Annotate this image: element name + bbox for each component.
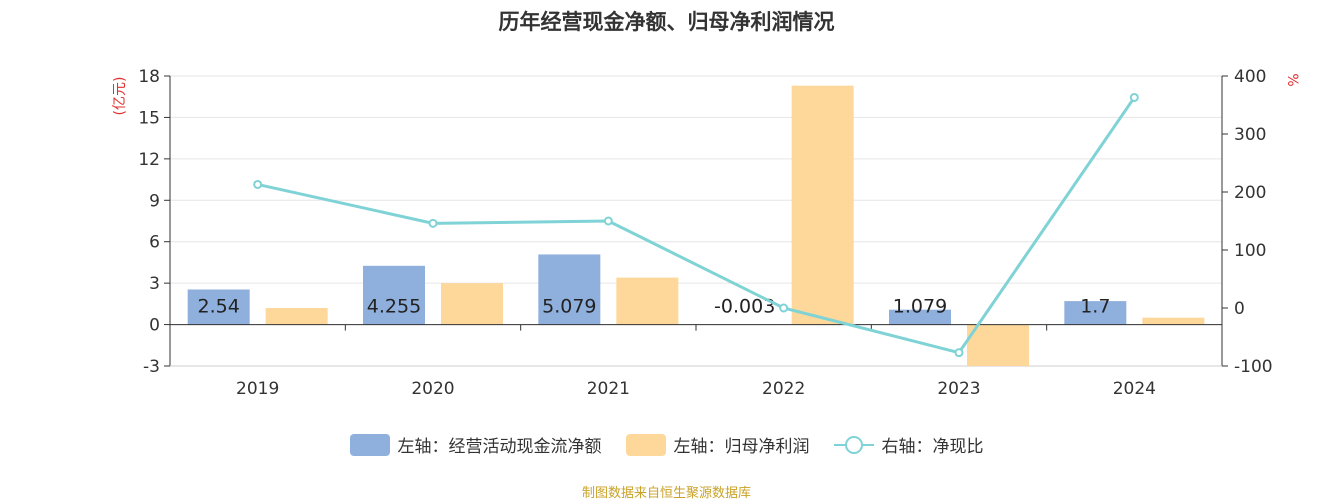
legend: 左轴：经营活动现金流净额 左轴：归母净利润 右轴：净现比 (0, 432, 1333, 457)
legend-label-cashflow: 左轴：经营活动现金流净额 (397, 437, 602, 457)
bar-profit-2020 (441, 283, 503, 325)
right-axis-label: % (1284, 73, 1300, 86)
data-label-cashflow-2021: 5.079 (542, 296, 596, 318)
right-tick-label-5: 400 (1234, 67, 1266, 87)
point-ratio-2022 (779, 303, 789, 313)
category-label-0: 2019 (236, 379, 279, 399)
legend-label-ratio: 右轴：净现比 (881, 437, 984, 457)
left-tick-label-3: 6 (149, 233, 160, 253)
data-label-cashflow-2020: 4.255 (367, 296, 421, 318)
category-label-5: 2024 (1113, 379, 1156, 399)
category-label-4: 2023 (937, 379, 980, 399)
left-tick-label-5: 12 (138, 150, 160, 170)
right-tick-label-2: 100 (1234, 241, 1266, 261)
source-note: 制图数据来自恒生聚源数据库 (581, 486, 751, 501)
left-axis-label: (亿元) (112, 77, 128, 116)
left-tick-label-7: 18 (138, 67, 160, 87)
legend-item-profit[interactable]: 左轴：归母净利润 (625, 432, 810, 457)
left-tick-label-0: -3 (143, 357, 160, 377)
legend-label-profit: 左轴：归母净利润 (673, 437, 810, 457)
bar-profit-2022 (791, 85, 854, 325)
data-label-cashflow-2019: 2.54 (198, 296, 240, 318)
legend-swatch-profit (625, 433, 666, 456)
left-tick-label-6: 15 (138, 108, 160, 128)
left-tick-label-2: 3 (149, 274, 160, 294)
right-tick-label-0: -100 (1234, 357, 1273, 377)
line-ratio (257, 96, 1136, 355)
point-ratio-2019 (253, 179, 263, 189)
data-label-cashflow-2024: 1.7 (1080, 296, 1110, 318)
left-tick-label-1: 0 (149, 316, 160, 336)
legend-swatch-ratio (833, 434, 874, 456)
category-label-1: 2020 (411, 379, 454, 399)
bar-profit-2021 (616, 277, 679, 325)
bar-profit-2023 (967, 324, 1029, 366)
right-tick-label-1: 0 (1234, 299, 1245, 319)
bar-cashflow-2023 (889, 309, 951, 325)
bar-cashflow-2020 (363, 265, 425, 325)
bar-profit-2019 (265, 308, 328, 325)
category-label-2: 2021 (587, 379, 630, 399)
right-tick-label-4: 300 (1234, 125, 1266, 145)
bar-cashflow-2024 (1064, 301, 1127, 325)
legend-swatch-cashflow (349, 433, 390, 456)
bar-cashflow-2019 (187, 289, 250, 325)
chart-title: 历年经营现金净额、归母净利润情况 (498, 10, 835, 34)
data-label-cashflow-2022: -0.003 (714, 296, 775, 318)
legend-item-ratio[interactable]: 右轴：净现比 (833, 432, 984, 457)
point-ratio-2021 (603, 216, 613, 226)
point-ratio-2023 (954, 348, 964, 358)
category-label-3: 2022 (762, 379, 805, 399)
point-ratio-2020 (428, 218, 438, 228)
right-tick-label-3: 200 (1234, 183, 1266, 203)
point-ratio-2024 (1129, 92, 1139, 102)
bar-cashflow-2021 (538, 254, 601, 325)
legend-item-cashflow[interactable]: 左轴：经营活动现金流净额 (349, 432, 602, 457)
chart-canvas: -3 0 3 6 9 12 15 18 -100 0 100 200 300 400 (亿元) % 2019 2.… (112, 67, 1300, 399)
bar-profit-2024 (1142, 317, 1205, 325)
data-label-cashflow-2023: 1.079 (893, 296, 947, 318)
left-tick-label-4: 9 (149, 191, 160, 211)
